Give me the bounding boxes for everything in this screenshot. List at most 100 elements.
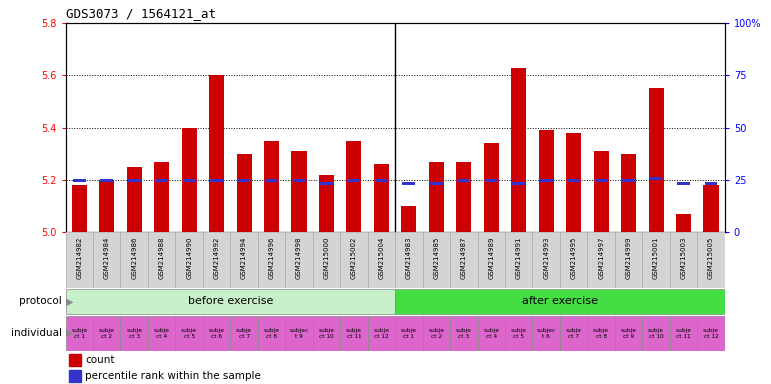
Bar	[66, 316, 93, 351]
Bar	[210, 179, 223, 182]
Bar	[588, 232, 615, 288]
Bar	[402, 206, 416, 232]
Bar	[69, 370, 81, 382]
Text: subje
ct 1: subje ct 1	[401, 328, 417, 339]
Bar	[72, 185, 87, 232]
Bar	[368, 316, 396, 351]
Text: GSM214984: GSM214984	[104, 237, 109, 279]
Text: ▶: ▶	[66, 328, 74, 338]
Text: before exercise: before exercise	[187, 296, 273, 306]
Text: GSM214999: GSM214999	[625, 237, 631, 279]
Bar	[375, 179, 388, 182]
Text: subje
ct 4: subje ct 4	[483, 328, 500, 339]
Bar	[648, 88, 664, 232]
Text: GSM214985: GSM214985	[433, 237, 439, 279]
Bar	[423, 232, 450, 288]
Bar	[99, 180, 114, 232]
Bar	[285, 232, 313, 288]
Bar	[396, 232, 423, 288]
Bar	[676, 214, 691, 232]
Bar	[512, 182, 525, 185]
Text: subje
ct 10: subje ct 10	[648, 328, 664, 339]
Bar	[231, 316, 258, 351]
Bar	[697, 232, 725, 288]
Bar	[567, 179, 580, 182]
Bar	[340, 232, 368, 288]
Text: subje
ct 3: subje ct 3	[126, 328, 142, 339]
Text: subje
ct 1: subje ct 1	[71, 328, 87, 339]
Text: GSM214990: GSM214990	[186, 237, 192, 279]
Text: GSM215005: GSM215005	[708, 237, 714, 279]
Bar	[237, 154, 251, 232]
Text: subjec
t 6: subjec t 6	[537, 328, 556, 339]
Text: subje
ct 3: subje ct 3	[456, 328, 472, 339]
Bar	[594, 151, 608, 232]
Text: subje
ct 8: subje ct 8	[593, 328, 609, 339]
Bar	[348, 179, 360, 182]
Bar	[566, 133, 581, 232]
Bar	[429, 162, 444, 232]
Text: GSM214986: GSM214986	[131, 237, 137, 279]
Text: subje
ct 4: subje ct 4	[153, 328, 170, 339]
Text: subje
ct 5: subje ct 5	[510, 328, 527, 339]
Bar	[203, 316, 231, 351]
Text: GSM215001: GSM215001	[653, 237, 659, 279]
Bar	[697, 316, 725, 351]
Text: GSM214998: GSM214998	[296, 237, 302, 279]
Text: subje
ct 2: subje ct 2	[99, 328, 115, 339]
Bar	[258, 232, 285, 288]
Text: GSM214987: GSM214987	[461, 237, 466, 279]
Bar	[615, 316, 642, 351]
Text: GSM214995: GSM214995	[571, 237, 577, 279]
Bar	[72, 179, 86, 182]
Text: GSM215002: GSM215002	[351, 237, 357, 279]
Bar	[477, 316, 505, 351]
Bar	[560, 316, 588, 351]
Text: subje
ct 2: subje ct 2	[429, 328, 444, 339]
Bar	[594, 179, 608, 182]
Bar	[456, 162, 471, 232]
Bar	[320, 182, 333, 185]
Bar	[642, 232, 670, 288]
Bar	[483, 143, 499, 232]
Bar	[154, 162, 169, 232]
Bar	[430, 182, 443, 185]
Bar	[621, 154, 636, 232]
Bar	[533, 232, 560, 288]
Bar	[69, 354, 81, 366]
Text: GSM214983: GSM214983	[406, 237, 412, 279]
Bar	[231, 232, 258, 288]
Text: subje
ct 9: subje ct 9	[621, 328, 637, 339]
Bar	[176, 232, 203, 288]
Bar	[457, 179, 470, 182]
Bar	[292, 179, 305, 182]
Text: GSM214993: GSM214993	[544, 237, 549, 279]
Text: protocol: protocol	[19, 296, 62, 306]
Bar	[126, 167, 142, 232]
Text: subje
ct 6: subje ct 6	[209, 328, 224, 339]
Text: subje
ct 7: subje ct 7	[236, 328, 252, 339]
Text: GSM214982: GSM214982	[76, 237, 82, 279]
Bar	[485, 179, 498, 182]
Bar	[313, 232, 340, 288]
Text: subje
ct 12: subje ct 12	[703, 328, 719, 339]
Text: ▶: ▶	[66, 296, 74, 306]
Text: subje
ct 12: subje ct 12	[373, 328, 389, 339]
Text: subje
ct 11: subje ct 11	[675, 328, 692, 339]
Text: subje
ct 11: subje ct 11	[346, 328, 362, 339]
Text: percentile rank within the sample: percentile rank within the sample	[86, 371, 261, 381]
Bar	[203, 232, 231, 288]
Text: subje
ct 7: subje ct 7	[566, 328, 581, 339]
Text: subje
ct 5: subje ct 5	[181, 328, 197, 339]
Bar	[368, 232, 396, 288]
Text: GSM214997: GSM214997	[598, 237, 604, 279]
Bar	[285, 316, 313, 351]
Bar	[155, 179, 168, 182]
Text: GDS3073 / 1564121_at: GDS3073 / 1564121_at	[66, 7, 216, 20]
Text: GSM214989: GSM214989	[488, 237, 494, 279]
Bar	[396, 290, 725, 313]
Bar	[396, 316, 423, 351]
Bar	[120, 232, 148, 288]
Text: GSM214992: GSM214992	[214, 237, 220, 279]
Text: GSM214996: GSM214996	[268, 237, 274, 279]
